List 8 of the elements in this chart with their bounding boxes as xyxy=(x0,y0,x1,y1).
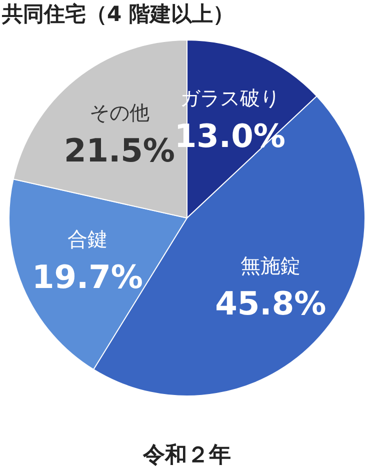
chart-title: 共同住宅（4 階建以上） xyxy=(1,2,234,26)
slice-label: 合鍵 xyxy=(67,226,108,251)
data-label: 45.8% xyxy=(215,284,326,322)
slice-label: その他 xyxy=(89,100,150,125)
data-label: 19.7% xyxy=(32,258,143,296)
slice-label: 無施錠 xyxy=(240,253,301,278)
text: 令和２年 xyxy=(142,443,231,468)
data-label: 21.5% xyxy=(64,132,175,170)
